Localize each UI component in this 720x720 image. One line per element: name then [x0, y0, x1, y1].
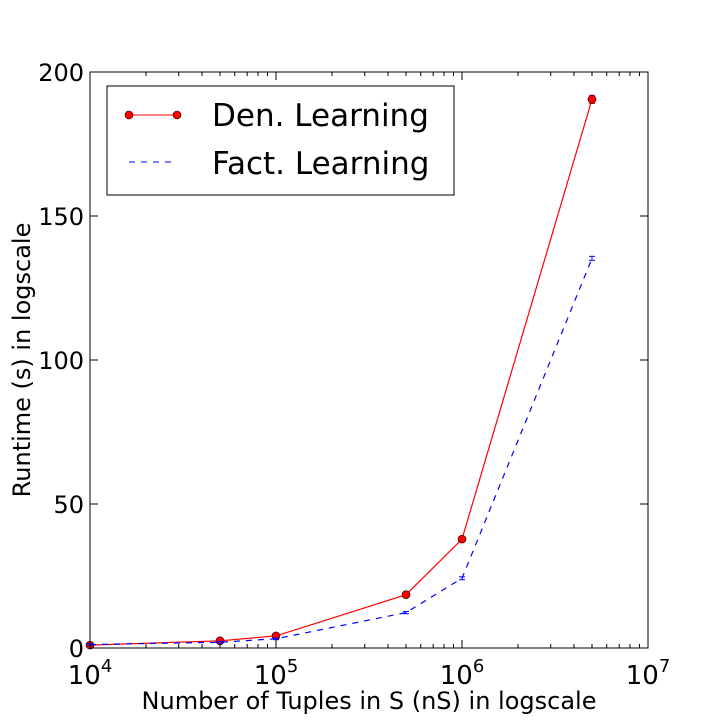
- x-axis-title: Number of Tuples in S (nS) in logscale: [142, 687, 597, 715]
- plot-frame: [89, 71, 649, 649]
- x-tick-label: 106: [440, 656, 485, 691]
- legend-marker-den-learning-end: [172, 110, 182, 120]
- data-point-den-learning: [587, 95, 597, 104]
- legend: Den. Learning Fact. Learning: [106, 85, 455, 196]
- y-axis-title: Runtime (s) in logscale: [8, 223, 36, 498]
- legend-label-fact-learning: Fact. Learning: [212, 146, 429, 182]
- x-tick-label: 104: [68, 656, 113, 691]
- series-layer: [85, 94, 597, 650]
- x-tick-label: 105: [254, 656, 299, 691]
- data-point-den-learning: [401, 590, 411, 600]
- legend-label-den-learning: Den. Learning: [212, 98, 429, 134]
- data-point-den-learning: [457, 534, 467, 544]
- legend-frame: [106, 85, 455, 196]
- y-tick-label: 0: [69, 635, 84, 663]
- series-line-den-learning: [89, 99, 593, 646]
- y-tick-label: 200: [38, 59, 84, 87]
- axis-ticks: 0 50 100 150 200 104 105 106 107: [38, 59, 670, 691]
- x-tick-label: 107: [626, 656, 671, 691]
- y-tick-label: 100: [38, 347, 84, 375]
- series-line-fact-learning: [89, 258, 593, 646]
- y-tick-label: 150: [38, 203, 84, 231]
- legend-marker-den-learning: [124, 110, 134, 120]
- y-tick-label: 50: [53, 491, 84, 519]
